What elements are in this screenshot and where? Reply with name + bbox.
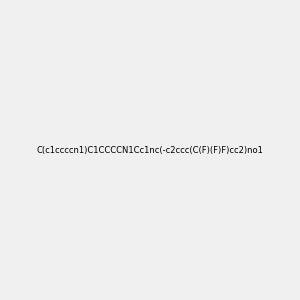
Text: C(c1ccccn1)C1CCCCN1Cc1nc(-c2ccc(C(F)(F)F)cc2)no1: C(c1ccccn1)C1CCCCN1Cc1nc(-c2ccc(C(F)(F)F… xyxy=(37,146,263,154)
